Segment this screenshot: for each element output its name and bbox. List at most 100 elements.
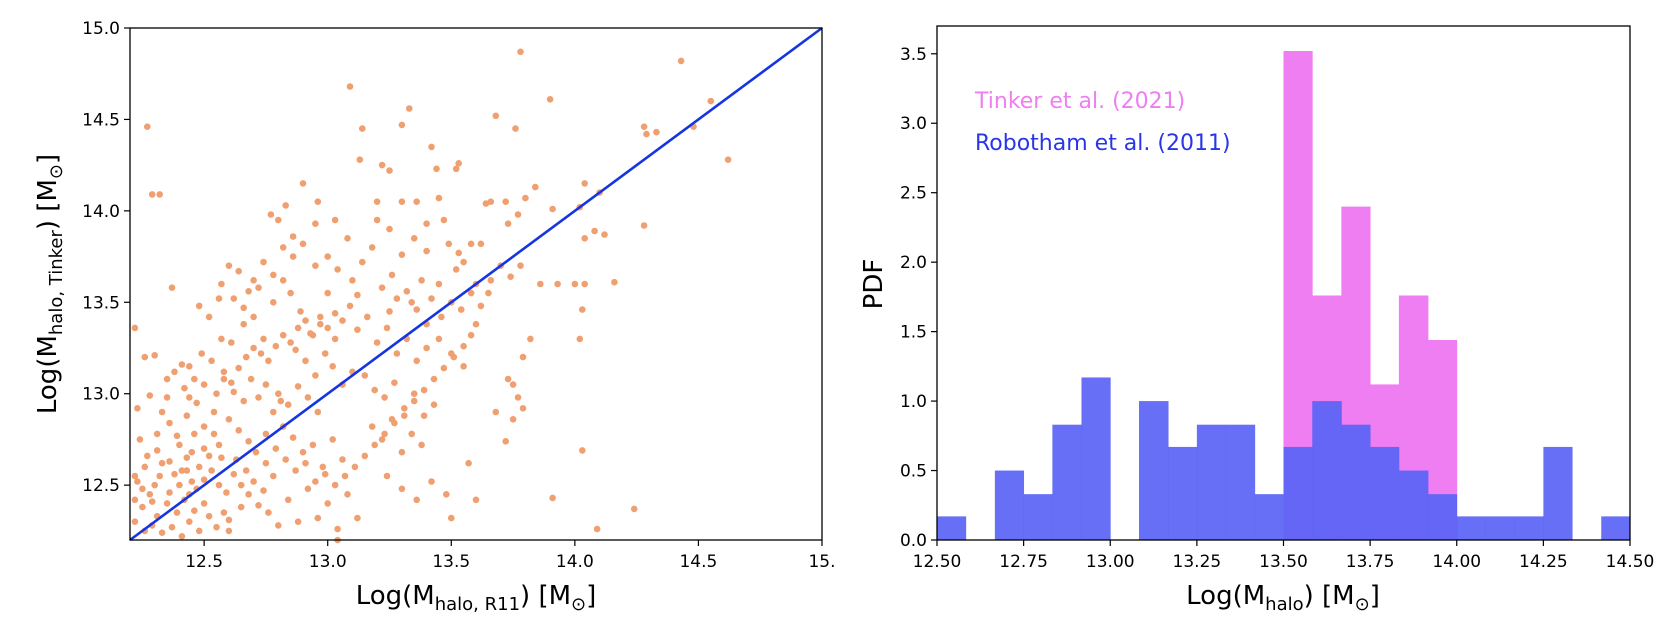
scatter-point — [517, 262, 524, 270]
scatter-point — [514, 211, 522, 218]
scatter-point — [579, 447, 586, 454]
scatter-point — [398, 448, 406, 456]
scatter-point — [507, 273, 514, 281]
scatter-point — [183, 467, 191, 474]
scatter-point — [339, 456, 346, 463]
scatter-point — [440, 216, 448, 224]
scatter-point — [331, 335, 339, 343]
scatter-point — [329, 436, 337, 443]
scatter-point — [166, 489, 173, 496]
scatter-point — [435, 335, 443, 343]
histogram-y-ticks: 0.0 0.5 1.0 1.5 2.0 2.5 3.0 3.5 — [900, 45, 937, 551]
histogram-y-tick-label: 3.5 — [900, 45, 927, 65]
scatter-point — [502, 438, 510, 445]
scatter-point — [198, 350, 205, 357]
scatter-point — [287, 339, 294, 346]
histogram-x-tick-label: 14.00 — [1432, 552, 1481, 572]
scatter-point — [381, 430, 388, 438]
scatter-point — [168, 523, 176, 531]
scatter-point — [282, 202, 290, 209]
scatter-point — [423, 344, 430, 352]
scatter-x-tick-label: 12.5 — [185, 552, 223, 572]
scatter-point — [279, 331, 287, 339]
scatter-point — [178, 467, 186, 474]
scatter-point — [413, 198, 421, 205]
scatter-point — [151, 352, 158, 359]
scatter-point — [260, 335, 267, 343]
scatter-point — [213, 523, 220, 531]
scatter-point — [408, 430, 416, 438]
scatter-point — [312, 478, 319, 485]
scatter-point — [549, 494, 556, 502]
scatter-point — [302, 317, 309, 324]
scatter-point — [492, 112, 500, 120]
scatter-point — [467, 331, 475, 339]
histogram-bar — [1398, 470, 1429, 540]
scatter-point — [228, 379, 235, 387]
histogram-bar — [1081, 377, 1111, 540]
scatter-point — [250, 313, 257, 321]
scatter-point — [519, 353, 527, 361]
legend-entry-robotham: Robotham et al. (2011) — [975, 131, 1231, 156]
scatter-point — [398, 485, 406, 493]
histogram-bar — [1485, 516, 1516, 540]
scatter-point — [314, 514, 322, 522]
scatter-point — [455, 249, 463, 257]
one-to-one-line — [129, 26, 823, 542]
histogram-bar — [1601, 516, 1631, 540]
scatter-point — [275, 216, 282, 224]
scatter-point — [272, 342, 280, 350]
scatter-point — [260, 487, 267, 494]
scatter-point — [210, 408, 218, 416]
scatter-point — [284, 496, 292, 504]
scatter-point — [200, 476, 208, 484]
scatter-point — [134, 478, 141, 485]
scatter-point — [237, 503, 245, 511]
scatter-point — [191, 375, 198, 383]
scatter-point — [428, 295, 435, 302]
scatter-point — [455, 160, 463, 167]
scatter-point — [576, 335, 584, 343]
scatter-point — [571, 280, 579, 288]
scatter-point — [270, 472, 277, 480]
scatter-point — [601, 231, 608, 238]
histogram-x-tick-label: 13.50 — [1259, 552, 1308, 572]
scatter-point — [378, 161, 386, 169]
scatter-point — [423, 220, 430, 227]
scatter-point — [418, 277, 425, 284]
scatter-point — [304, 485, 312, 493]
scatter-point — [354, 514, 361, 522]
scatter-point — [191, 507, 198, 514]
scatter-point — [450, 353, 458, 361]
histogram-bar — [1139, 401, 1169, 540]
scatter-point — [294, 324, 302, 332]
scatter-point — [403, 288, 411, 295]
scatter-point — [504, 375, 512, 383]
scatter-point — [653, 128, 660, 136]
scatter-point — [460, 258, 467, 266]
scatter-y-tick-label: 13.0 — [82, 385, 120, 405]
scatter-point — [581, 180, 588, 187]
scatter-point — [141, 463, 149, 471]
scatter-point — [215, 481, 223, 489]
histogram-bar — [1514, 516, 1544, 540]
scatter-point — [220, 509, 228, 516]
scatter-point — [487, 277, 495, 284]
scatter-x-tick-label: 13.0 — [309, 552, 347, 572]
scatter-point — [240, 304, 247, 312]
histogram-bar — [1225, 424, 1256, 540]
scatter-point — [158, 529, 166, 536]
scatter-point — [289, 253, 297, 260]
scatter-point — [250, 344, 257, 352]
scatter-point — [440, 364, 448, 372]
scatter-point — [465, 459, 472, 467]
scatter-point — [289, 434, 297, 441]
histogram-y-tick-label: 0.0 — [900, 531, 927, 551]
scatter-point — [386, 308, 393, 315]
histogram-bar — [1427, 494, 1458, 540]
scatter-point — [200, 500, 208, 507]
scatter-point — [218, 335, 225, 343]
scatter-point — [331, 216, 339, 224]
histogram-x-axis-label: Log(Mhalo) [M⊙] — [1186, 581, 1380, 615]
scatter-point — [153, 447, 161, 454]
